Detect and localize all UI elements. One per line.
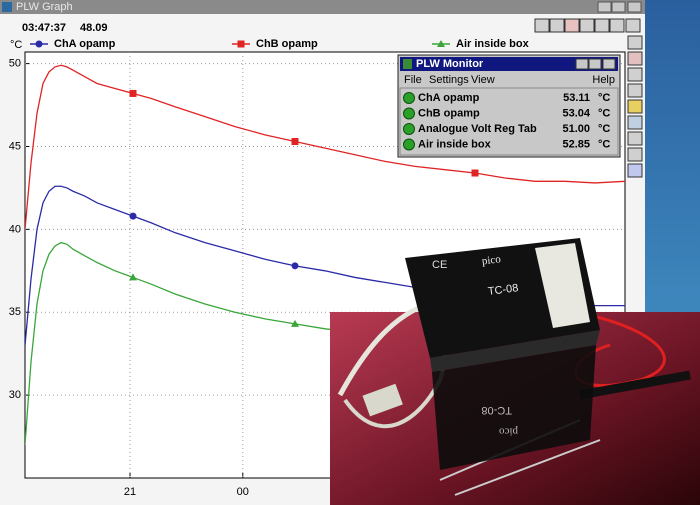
maximize[interactable] bbox=[588, 58, 602, 70]
legend-label: Air inside box bbox=[456, 38, 530, 50]
marker bbox=[291, 319, 299, 327]
status-light bbox=[403, 138, 415, 151]
channel-value: 53.11 bbox=[563, 92, 590, 104]
side-toolbar bbox=[627, 35, 643, 178]
y-tick-label: 35 bbox=[9, 306, 21, 318]
channel-name: ChA opamp bbox=[418, 92, 480, 104]
button[interactable] bbox=[627, 115, 643, 130]
channel-value: 53.04 bbox=[562, 107, 590, 119]
channel-value: 51.00 bbox=[562, 123, 590, 135]
reflection bbox=[432, 345, 596, 470]
channel-name: Air inside box bbox=[418, 138, 492, 150]
status-light bbox=[403, 92, 415, 104]
button[interactable] bbox=[564, 18, 580, 33]
marker bbox=[129, 212, 137, 220]
y-axis-label: °C bbox=[10, 39, 22, 51]
window-title: PLW Graph bbox=[16, 1, 73, 13]
legend-label: ChA opamp bbox=[54, 38, 116, 50]
x-tick-label: 21 bbox=[124, 486, 136, 498]
status-light bbox=[403, 107, 415, 120]
serial-plug bbox=[362, 383, 403, 417]
ce-mark: CE bbox=[432, 259, 447, 271]
channel-unit: °C bbox=[598, 138, 610, 150]
legend-label: ChB opamp bbox=[256, 38, 318, 50]
monitor-list bbox=[399, 87, 619, 156]
monitor-icon bbox=[403, 59, 412, 69]
photo: pico TC-08 CE TC-08 pico bbox=[330, 238, 700, 505]
marker bbox=[471, 169, 479, 177]
button[interactable] bbox=[609, 18, 625, 33]
button[interactable] bbox=[627, 131, 643, 146]
connector-panel bbox=[535, 243, 590, 328]
y-tick-label: 50 bbox=[9, 58, 21, 70]
marker bbox=[291, 138, 299, 146]
channel-unit: °C bbox=[598, 123, 610, 135]
button[interactable] bbox=[627, 67, 643, 82]
time: 03:47:37 bbox=[22, 22, 66, 34]
nav-buttons bbox=[534, 18, 641, 33]
monitor-rows: ChA opamp 53.11 °C ChB opamp 53.04 °C Analogue… bbox=[403, 92, 610, 151]
button[interactable] bbox=[627, 147, 643, 162]
button[interactable] bbox=[625, 18, 641, 33]
button[interactable] bbox=[594, 18, 610, 33]
marker bbox=[129, 89, 137, 97]
reading: 48.09 bbox=[80, 22, 108, 34]
close[interactable] bbox=[627, 1, 642, 13]
probe-handle bbox=[579, 370, 691, 400]
button[interactable] bbox=[627, 163, 643, 178]
button[interactable] bbox=[627, 99, 643, 114]
brand: pico bbox=[481, 253, 502, 267]
close[interactable] bbox=[602, 58, 616, 70]
monitor-title-bar bbox=[400, 57, 618, 71]
channel-value: 52.85 bbox=[562, 138, 590, 150]
status-light bbox=[403, 123, 415, 135]
channel-name: ChB opamp bbox=[418, 107, 480, 119]
marker bbox=[291, 262, 299, 270]
monitor-title: PLW Monitor bbox=[416, 58, 484, 70]
y-tick-label: 45 bbox=[9, 140, 21, 152]
legend-marker bbox=[237, 40, 245, 48]
window-controls bbox=[597, 1, 642, 13]
minimize[interactable] bbox=[597, 1, 612, 13]
y-tick-label: 30 bbox=[9, 389, 21, 401]
legend-marker bbox=[35, 40, 43, 48]
button[interactable] bbox=[534, 18, 550, 33]
minimize[interactable] bbox=[575, 58, 589, 70]
menu-item[interactable]: Help bbox=[592, 74, 615, 86]
button[interactable] bbox=[549, 18, 565, 33]
model: TC-08 bbox=[487, 282, 519, 298]
menu-item[interactable]: Settings bbox=[429, 74, 469, 86]
menu-item[interactable]: File bbox=[404, 74, 422, 86]
button[interactable] bbox=[627, 83, 643, 98]
brand-reflection: pico bbox=[499, 425, 518, 437]
title-bar bbox=[0, 0, 645, 14]
channel-name: Analogue Volt Reg Tab bbox=[418, 123, 537, 135]
logger-side bbox=[430, 330, 600, 372]
probe-tip bbox=[454, 439, 601, 496]
marker bbox=[129, 273, 137, 281]
x-tick-label: 00 bbox=[237, 486, 249, 498]
series-line bbox=[25, 64, 625, 230]
button[interactable] bbox=[627, 35, 643, 50]
monitor-window: PLW Monitor File Settings View Help ChA … bbox=[397, 54, 621, 158]
model-reflection: TC-08 bbox=[481, 404, 512, 416]
channel-unit: °C bbox=[598, 92, 610, 104]
button[interactable] bbox=[627, 51, 643, 66]
legend-marker bbox=[437, 40, 445, 47]
channel-unit: °C bbox=[598, 107, 610, 119]
button[interactable] bbox=[579, 18, 595, 33]
y-tick-label: 40 bbox=[9, 223, 21, 235]
app-icon bbox=[2, 2, 12, 12]
maximize[interactable] bbox=[611, 1, 626, 13]
menu-item[interactable]: View bbox=[471, 74, 495, 86]
